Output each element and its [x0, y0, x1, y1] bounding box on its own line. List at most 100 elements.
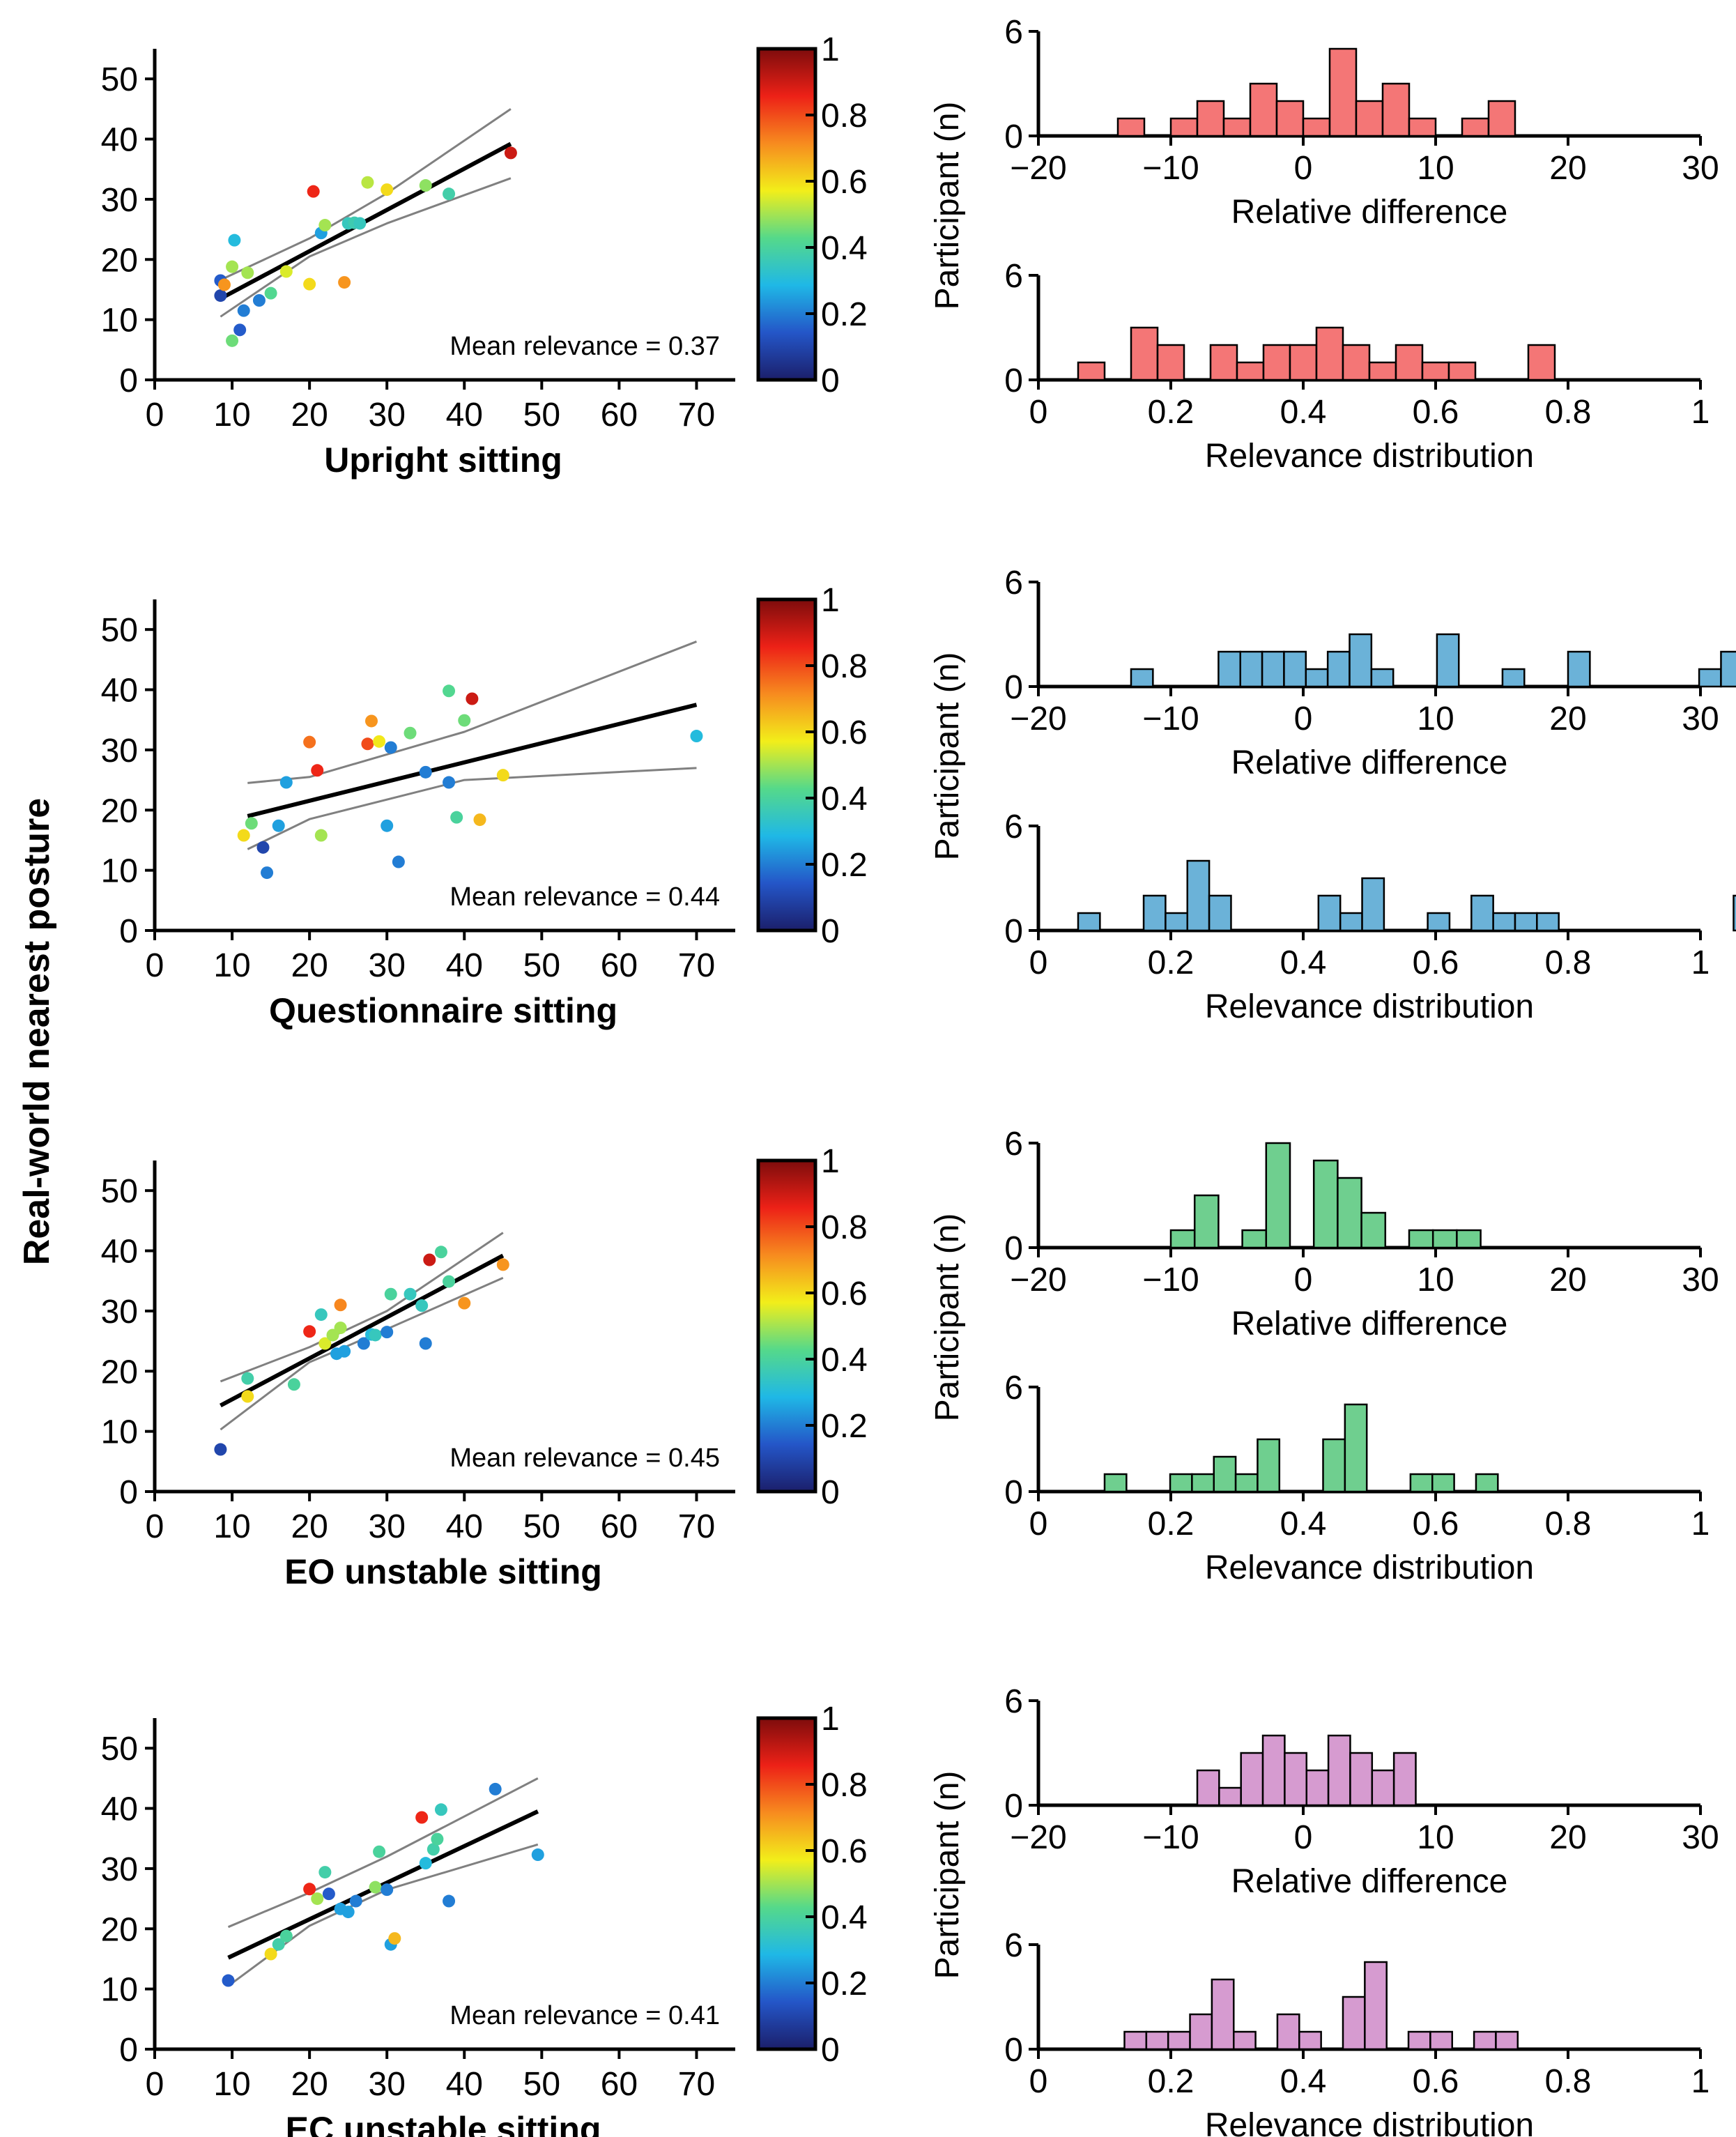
histogram-bar [1364, 1961, 1388, 2051]
histogram-bar [1305, 1769, 1330, 1807]
histogram-bar [1429, 2030, 1453, 2051]
scatter-point [217, 278, 231, 291]
scatter-ytick-label: 30 [101, 182, 138, 219]
regression-line [220, 1253, 505, 1408]
histogram-bar [1193, 1194, 1220, 1249]
scatter-xtick-label: 40 [446, 397, 483, 434]
scatter-point [261, 866, 274, 880]
scatter-ytick-label: 50 [101, 61, 138, 98]
histogram-bar [1317, 894, 1342, 932]
histogram-bar [1275, 100, 1305, 137]
histogram-bar [1514, 912, 1538, 932]
hist-ytick-label: 0 [1004, 2032, 1023, 2069]
scatter-ytick-label: 20 [101, 792, 138, 829]
histogram-bar [1436, 633, 1460, 688]
confidence-band-upper [220, 1232, 504, 1383]
hist-ytick-label: 0 [1004, 362, 1023, 399]
histogram-bar [1130, 326, 1159, 381]
colorbar-tick-label: 0.6 [821, 1833, 868, 1870]
scatter-point [338, 276, 351, 289]
histogram-bar [1371, 1769, 1395, 1807]
scatter-xtick-label: 30 [369, 947, 406, 984]
hist-xtick-label: 10 [1417, 1819, 1454, 1856]
scatter-point [427, 1843, 440, 1856]
colorbar-tick-label: 0.2 [821, 847, 868, 884]
mean-relevance-label: Mean relevance = 0.45 [450, 1443, 720, 1473]
scatter-point [237, 304, 250, 317]
histogram-bar [1217, 650, 1242, 688]
hist-xtick-label: 20 [1549, 700, 1586, 737]
scatter-xtick-label: 40 [446, 2066, 483, 2103]
scatter-xtick-label: 60 [601, 397, 638, 434]
scatter-point [303, 1325, 316, 1338]
hist-ytick-label: 6 [1004, 1927, 1023, 1964]
mean-relevance-label: Mean relevance = 0.37 [450, 332, 720, 361]
histogram-bar [1349, 633, 1373, 688]
scatter-point [384, 1287, 397, 1301]
scatter-xtick-label: 30 [369, 397, 406, 434]
histogram-bar [1427, 912, 1451, 932]
hist-ytick-label: 0 [1004, 1474, 1023, 1511]
histogram-bar [1142, 894, 1167, 932]
scatter-ytick-label: 20 [101, 1911, 138, 1948]
hist-xtick-label: 0 [1294, 150, 1313, 187]
scatter-point [458, 1296, 471, 1310]
histogram-bar [1315, 326, 1344, 381]
confidence-band-upper [220, 108, 512, 281]
scatter-ytick-label: 30 [101, 733, 138, 769]
hist-xtick-label: 20 [1549, 1262, 1586, 1299]
scatter-point [264, 1947, 277, 1961]
histogram-bar [1527, 344, 1556, 381]
histogram-bar [1431, 1473, 1455, 1493]
confidence-band-upper [247, 641, 698, 784]
histogram-bar [1262, 344, 1291, 381]
scatter-point [228, 233, 241, 247]
histogram-bar [1218, 1786, 1242, 1807]
scatter-point [334, 1322, 347, 1335]
histogram-bar [1276, 2013, 1300, 2051]
scatter-ytick-label: 40 [101, 1234, 138, 1271]
hist-xtick-label: 0.4 [1280, 394, 1327, 431]
hist-xtick-label: 0.4 [1280, 1506, 1327, 1542]
histogram-bar [1284, 1752, 1308, 1807]
histogram-bar [1213, 1455, 1237, 1493]
scatter-xtick-label: 70 [678, 1508, 715, 1545]
scatter-point [419, 1337, 432, 1350]
histogram-bar [1208, 894, 1232, 932]
histogram-bar [1337, 1177, 1362, 1249]
scatter-point [279, 265, 293, 278]
scatter-xtick-label: 40 [446, 947, 483, 984]
scatter-point [419, 1857, 432, 1870]
scatter-point [233, 323, 247, 337]
confidence-band-lower [220, 177, 512, 318]
hist-xtick-label: 30 [1682, 1819, 1719, 1856]
histogram-bar [1495, 2030, 1519, 2051]
scatter-ytick-label: 10 [101, 1414, 138, 1451]
scatter-xtick-label: 70 [678, 397, 715, 434]
scatter-point [434, 1803, 447, 1816]
scatter-ytick-label: 10 [101, 302, 138, 339]
histogram-bar [1249, 82, 1278, 137]
colorbar-tick-label: 0 [821, 1474, 840, 1511]
histogram-bar [1473, 2030, 1497, 2051]
colorbar-tick-label: 1 [821, 582, 840, 619]
scatter-point [419, 765, 432, 779]
scatter-xlabel: Upright sitting [324, 441, 562, 480]
scatter-point [226, 334, 239, 347]
hist-ylabel: Participant (n) [929, 102, 966, 310]
scatter-point [419, 179, 432, 192]
scatter-xtick-label: 60 [601, 947, 638, 984]
scatter-point [318, 1866, 332, 1879]
histogram-bar [1408, 117, 1437, 137]
hist-xtick-label: −20 [1010, 1819, 1066, 1856]
scatter-point [388, 1932, 401, 1945]
scatter-xtick-label: 30 [369, 2066, 406, 2103]
scatter-point [264, 286, 277, 300]
scatter-point [222, 1974, 235, 1987]
scatter-point [226, 260, 239, 273]
histogram-bar [1431, 1229, 1458, 1249]
hist-xtick-label: 10 [1417, 150, 1454, 187]
